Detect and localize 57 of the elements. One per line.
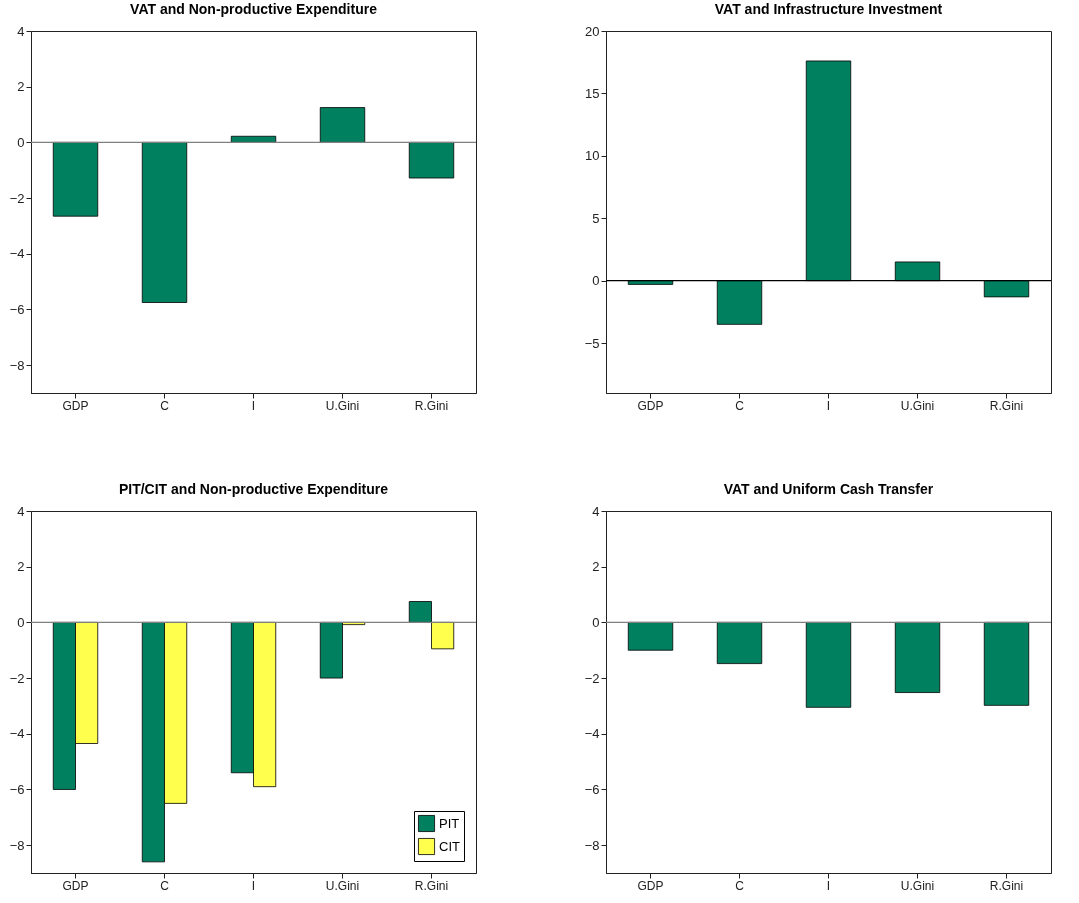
y-tick-label: 0 [592,614,600,630]
y-tick-label: −4 [9,246,25,262]
chart-title: PIT/CIT and Non-productive Expenditure [118,481,389,497]
legend-label: PIT [439,815,460,831]
x-tick-label: R.Gini [414,398,449,413]
x-tick-label: C [160,878,170,893]
y-tick-label: −5 [584,335,600,351]
bar [141,141,188,303]
x-tick-label: U.Gini [325,878,360,893]
y-tick-label: −6 [9,781,25,797]
x-tick-label: I [251,398,256,413]
y-tick-label: −2 [584,670,600,686]
x-tick-label: R.Gini [989,398,1024,413]
y-tick-label: −6 [584,781,600,797]
y-tick-label: 4 [17,503,25,519]
x-tick-label: C [735,878,745,893]
x-tick-label: I [251,878,256,893]
x-tick-label: R.Gini [414,878,449,893]
bar [319,107,366,143]
x-tick-label: GDP [637,398,664,413]
chart-title: VAT and Uniform Cash Transfer [723,481,934,497]
y-tick-label: −4 [584,726,600,742]
y-tick-label: 0 [17,614,25,630]
x-tick-label: R.Gini [989,878,1024,893]
y-tick-label: 5 [592,210,600,226]
legend-label: CIT [439,838,460,854]
y-tick-label: 0 [592,273,600,289]
y-tick-label: −8 [584,837,600,853]
x-tick-label: U.Gini [900,878,935,893]
y-tick-label: 15 [585,85,600,101]
y-tick-label: 2 [592,559,600,575]
bar [52,141,99,217]
y-tick-label: 20 [585,23,600,39]
x-tick-label: GDP [62,878,89,893]
x-tick-label: U.Gini [900,398,935,413]
y-tick-label: −2 [9,190,25,206]
y-tick-label: 2 [17,559,25,575]
chart-title: VAT and Infrastructure Investment [714,1,943,17]
y-tick-label: 4 [17,23,25,39]
y-tick-label: −6 [9,301,25,317]
x-tick-label: GDP [637,878,664,893]
x-tick-label: U.Gini [325,398,360,413]
x-tick-label: I [826,878,831,893]
y-tick-label: 0 [17,134,25,150]
x-tick-label: C [160,398,170,413]
y-tick-label: 10 [585,148,600,164]
chart-title: VAT and Non-productive Expenditure [130,1,378,17]
bar [408,141,455,179]
x-tick-label: I [826,398,831,413]
y-tick-label: −4 [9,726,25,742]
x-tick-label: GDP [62,398,89,413]
x-tick-label: C [735,398,745,413]
y-tick-label: −8 [9,357,25,373]
y-tick-label: −8 [9,837,25,853]
y-tick-label: 2 [17,79,25,95]
y-tick-label: −2 [9,670,25,686]
y-tick-label: 4 [592,503,600,519]
